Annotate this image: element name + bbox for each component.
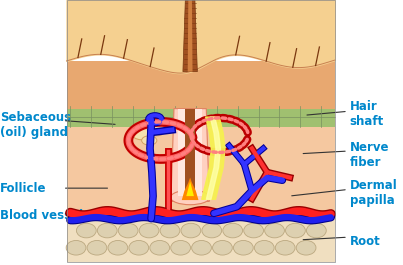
Ellipse shape bbox=[254, 241, 274, 255]
Polygon shape bbox=[188, 0, 193, 72]
Ellipse shape bbox=[141, 136, 157, 145]
Ellipse shape bbox=[118, 223, 138, 238]
Text: Nerve
fiber: Nerve fiber bbox=[350, 141, 389, 169]
Ellipse shape bbox=[265, 223, 285, 238]
Ellipse shape bbox=[286, 223, 305, 238]
Ellipse shape bbox=[171, 241, 191, 255]
Polygon shape bbox=[171, 109, 209, 201]
Ellipse shape bbox=[275, 241, 295, 255]
Ellipse shape bbox=[244, 223, 264, 238]
Text: Blood vessel: Blood vessel bbox=[0, 209, 83, 223]
Ellipse shape bbox=[160, 223, 180, 238]
Polygon shape bbox=[66, 61, 334, 109]
Text: Medulla: Medulla bbox=[266, 3, 318, 16]
Text: Root: Root bbox=[350, 235, 380, 248]
Ellipse shape bbox=[150, 241, 170, 255]
Polygon shape bbox=[66, 106, 334, 127]
Ellipse shape bbox=[212, 241, 232, 255]
Text: Follicle: Follicle bbox=[0, 182, 46, 195]
Text: Cuticle: Cuticle bbox=[266, 23, 312, 36]
Ellipse shape bbox=[98, 223, 117, 238]
Ellipse shape bbox=[181, 223, 201, 238]
Polygon shape bbox=[186, 182, 194, 196]
Ellipse shape bbox=[192, 241, 212, 255]
Polygon shape bbox=[182, 178, 199, 200]
Ellipse shape bbox=[306, 223, 326, 238]
Ellipse shape bbox=[129, 241, 149, 255]
Polygon shape bbox=[185, 109, 195, 193]
Ellipse shape bbox=[131, 125, 152, 140]
Ellipse shape bbox=[139, 223, 159, 238]
Ellipse shape bbox=[77, 223, 96, 238]
Ellipse shape bbox=[148, 124, 165, 136]
Polygon shape bbox=[66, 212, 334, 262]
Polygon shape bbox=[183, 0, 197, 72]
Ellipse shape bbox=[233, 241, 253, 255]
Polygon shape bbox=[66, 119, 334, 212]
Ellipse shape bbox=[202, 223, 222, 238]
Text: Cortex: Cortex bbox=[251, 44, 295, 58]
Text: Sebaceous
(oil) gland: Sebaceous (oil) gland bbox=[0, 111, 71, 139]
Text: Hair
shaft: Hair shaft bbox=[350, 100, 384, 128]
Text: Dermal
papilla: Dermal papilla bbox=[350, 179, 398, 207]
Ellipse shape bbox=[223, 223, 243, 238]
Ellipse shape bbox=[66, 241, 86, 255]
Ellipse shape bbox=[170, 190, 210, 205]
Ellipse shape bbox=[296, 241, 316, 255]
Ellipse shape bbox=[108, 241, 128, 255]
Ellipse shape bbox=[87, 241, 107, 255]
Polygon shape bbox=[178, 109, 202, 196]
